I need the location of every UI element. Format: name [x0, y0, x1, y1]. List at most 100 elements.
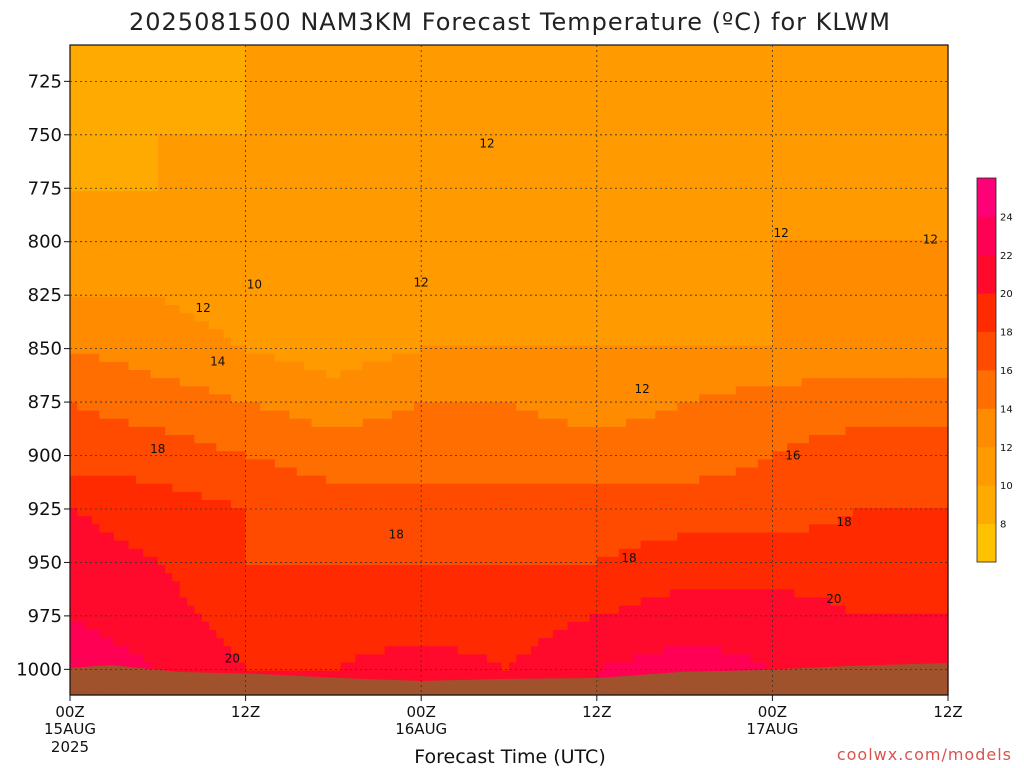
heatmap-cell: [304, 345, 313, 355]
heatmap-cell: [516, 296, 525, 306]
heatmap-cell: [640, 321, 649, 330]
heatmap-cell: [487, 231, 495, 241]
heatmap-cell: [743, 69, 752, 79]
heatmap-cell: [165, 207, 174, 217]
heatmap-cell: [823, 199, 832, 209]
heatmap-cell: [391, 223, 400, 233]
heatmap-cell: [589, 329, 598, 339]
heatmap-cell: [772, 85, 781, 95]
heatmap-cell: [823, 158, 832, 168]
heatmap-cell: [772, 231, 781, 241]
heatmap-cell: [567, 110, 576, 119]
heatmap-cell: [106, 337, 115, 347]
heatmap-cell: [238, 313, 247, 322]
heatmap-cell: [633, 288, 642, 298]
heatmap-cell: [282, 264, 291, 274]
heatmap-cell: [545, 183, 554, 192]
heatmap-cell: [209, 248, 217, 257]
heatmap-cell: [384, 321, 393, 330]
heatmap-cell: [830, 353, 839, 363]
heatmap-cell: [640, 45, 649, 54]
heatmap-cell: [267, 191, 276, 200]
heatmap-cell: [91, 240, 100, 249]
heatmap-cell: [443, 240, 452, 249]
heatmap-cell: [611, 215, 620, 225]
heatmap-cell: [662, 280, 671, 290]
heatmap-cell: [801, 118, 810, 127]
heatmap-cell: [604, 313, 613, 322]
heatmap-cell: [743, 61, 752, 70]
heatmap-cell: [413, 77, 422, 87]
heatmap-cell: [684, 248, 693, 257]
heatmap-cell: [852, 240, 861, 249]
heatmap-cell: [794, 150, 803, 160]
heatmap-cell: [889, 223, 898, 233]
heatmap-cell: [267, 126, 276, 135]
heatmap-cell: [794, 240, 803, 249]
heatmap-cell: [918, 370, 927, 379]
heatmap-cell: [179, 378, 188, 387]
heatmap-cell: [933, 337, 942, 347]
heatmap-cell: [830, 248, 839, 257]
heatmap-cell: [816, 215, 825, 225]
heatmap-cell: [77, 77, 86, 87]
heatmap-cell: [311, 77, 320, 87]
heatmap-cell: [274, 256, 283, 265]
heatmap-cell: [165, 329, 174, 339]
heatmap-cell: [311, 329, 320, 339]
heatmap-cell: [238, 378, 247, 387]
heatmap-cell: [450, 199, 459, 209]
heatmap-cell: [465, 199, 474, 209]
heatmap-cell: [209, 370, 217, 379]
heatmap-cell: [808, 215, 817, 225]
heatmap-cell: [70, 118, 78, 127]
heatmap-cell: [150, 53, 159, 62]
heatmap-cell: [896, 207, 905, 217]
heatmap-cell: [757, 256, 766, 265]
heatmap-cell: [289, 85, 298, 95]
heatmap-cell: [260, 240, 269, 249]
heatmap-cell: [787, 77, 795, 87]
heatmap-cell: [413, 183, 422, 192]
heatmap-cell: [143, 248, 152, 257]
heatmap-cell: [194, 256, 203, 265]
heatmap-cell: [428, 353, 437, 363]
heatmap-cell: [757, 280, 766, 290]
heatmap-cell: [428, 150, 437, 160]
heatmap-cell: [70, 378, 78, 387]
heatmap-cell: [267, 93, 276, 103]
heatmap-cell: [296, 215, 305, 225]
heatmap-cell: [384, 166, 393, 176]
heatmap-cell: [567, 215, 576, 225]
heatmap-cell: [750, 183, 759, 192]
heatmap-cell: [128, 280, 137, 290]
heatmap-cell: [772, 337, 781, 347]
heatmap-cell: [318, 345, 327, 355]
heatmap-cell: [845, 110, 854, 119]
heatmap-cell: [201, 199, 210, 209]
heatmap-cell: [209, 223, 217, 233]
heatmap-cell: [940, 191, 949, 200]
heatmap-cell: [728, 353, 737, 363]
heatmap-cell: [582, 142, 591, 152]
heatmap-cell: [77, 272, 86, 282]
heatmap-cell: [787, 272, 795, 282]
heatmap-cell: [99, 199, 108, 209]
heatmap-cell: [150, 223, 159, 233]
heatmap-cell: [216, 134, 225, 144]
heatmap-cell: [362, 321, 371, 330]
heatmap-cell: [713, 272, 722, 282]
heatmap-cell: [728, 280, 737, 290]
heatmap-cell: [560, 337, 569, 347]
heatmap-cell: [113, 264, 122, 274]
heatmap-cell: [274, 118, 283, 127]
heatmap-cell: [538, 329, 547, 339]
heatmap-cell: [852, 305, 861, 314]
heatmap-cell: [150, 240, 159, 249]
heatmap-cell: [223, 337, 232, 347]
heatmap-cell: [713, 118, 722, 127]
heatmap-cell: [889, 353, 898, 363]
heatmap-cell: [99, 231, 108, 241]
heatmap-cell: [121, 199, 130, 209]
heatmap-cell: [648, 69, 656, 79]
